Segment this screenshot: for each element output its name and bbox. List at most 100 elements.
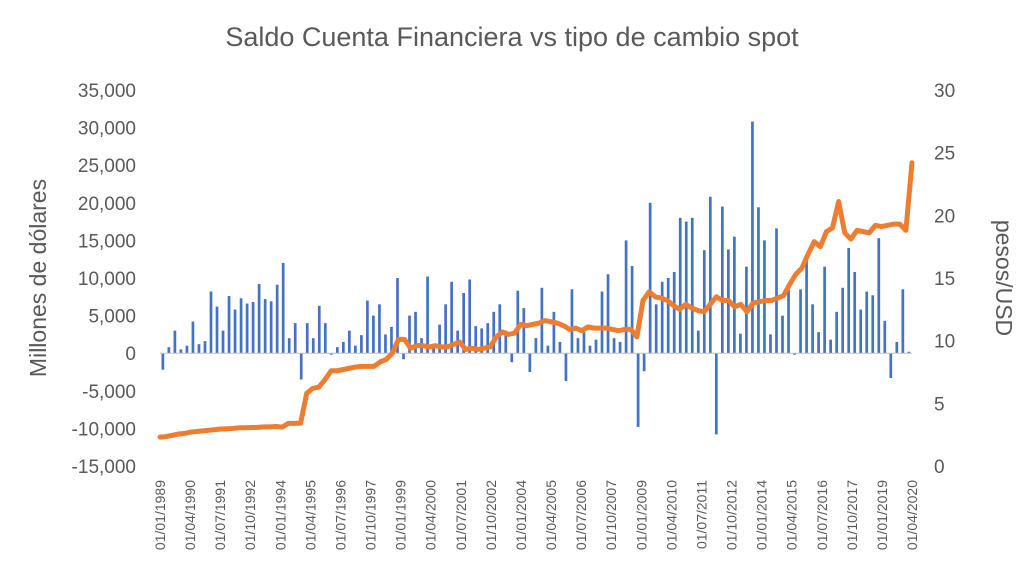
y-tick-label-left: 25,000 [78,156,136,177]
bar [378,304,381,354]
x-tick-label: 01/07/2011 [693,480,709,549]
bar [678,217,682,354]
bar [606,274,610,354]
bar [462,293,466,354]
bar [384,334,387,354]
bar [474,326,478,354]
bar [396,278,399,354]
bar [281,262,285,354]
left-axis-ticks: 35,000 30,000 25,000 20,000 15,000 10,000 5,00… [72,81,136,478]
bar [847,247,851,354]
bar [414,311,417,354]
bar [179,349,183,354]
bar [618,341,622,354]
bar [329,353,333,355]
bar [733,236,736,354]
x-tick-label: 01/10/2002 [483,480,499,550]
bar [450,281,453,354]
bar [245,303,249,354]
bar [763,240,766,354]
bar [209,291,213,354]
bar [197,344,201,354]
bar [480,328,484,354]
bar [799,289,802,354]
bar [871,295,875,354]
bar [666,278,670,354]
bar [317,305,321,354]
bar [853,271,857,354]
bar [372,315,375,354]
y-tick-label-left: -15,000 [72,457,136,478]
bar [811,304,814,354]
bar [311,338,315,354]
y-axis-title-right: pesos/USD [991,220,1017,336]
x-axis-ticks: 01/01/1989 01/04/1990 01/07/1991 01/10/1992… [152,480,920,550]
right-axis-ticks: 30 25 20 15 10 5 0 [934,81,955,478]
bar [883,320,887,354]
x-tick-label: 01/04/2000 [423,480,439,550]
bar [167,347,171,354]
bar [558,341,562,354]
bar [859,309,863,354]
bar [504,330,508,354]
x-tick-label: 01/04/2005 [543,480,559,550]
x-tick-label: 01/10/1997 [363,480,379,550]
x-tick-label: 01/10/1992 [242,480,258,550]
x-tick-label: 01/10/2012 [724,480,740,550]
bar [564,353,568,382]
bar [865,291,869,354]
bar [751,121,754,354]
bar [642,353,646,372]
bar [546,345,550,354]
x-tick-label: 01/07/1996 [332,480,348,550]
bar [299,353,303,380]
bar [696,330,700,354]
y-tick-label-right: 0 [934,457,945,478]
bar [408,315,411,354]
bar [787,290,790,354]
x-tick-label: 01/01/2014 [754,480,770,550]
bar [257,284,261,354]
bar [354,345,357,354]
bar [251,302,255,354]
bar [582,332,586,354]
bar [889,353,893,379]
bar [588,345,592,354]
bar [690,217,694,354]
bar [341,341,345,354]
x-tick-label: 01/04/1995 [302,480,318,550]
bar [624,240,628,354]
y-tick-label-left: 15,000 [78,231,136,252]
bar [227,296,231,354]
bar [323,323,327,354]
x-tick-label: 01/07/1991 [212,480,228,550]
bar [492,311,496,354]
bar [432,345,435,354]
bar [287,338,291,354]
bar [684,221,688,354]
bar [781,315,784,354]
bar [293,323,297,354]
bar [191,321,195,354]
bar [522,308,526,354]
bar [498,304,502,354]
y-tick-label-left: 10,000 [78,269,136,290]
y-axis-title-left: Millones de dólares [25,179,51,377]
x-tick-label: 01/01/2004 [513,480,529,550]
bar [757,207,760,354]
bar [636,353,640,427]
x-tick-label: 01/07/2001 [453,480,469,550]
bar [426,276,429,354]
bar [805,260,808,354]
bar [817,332,820,354]
bar [263,299,267,354]
y-tick-label-left: -10,000 [72,419,136,440]
bar [215,306,219,354]
x-tick-label: 01/07/2016 [814,480,830,550]
y-tick-label-right: 5 [934,394,945,415]
bar [769,334,772,354]
bar [239,298,243,354]
bar [648,202,652,354]
bar [402,353,405,360]
bars-group [161,121,911,435]
